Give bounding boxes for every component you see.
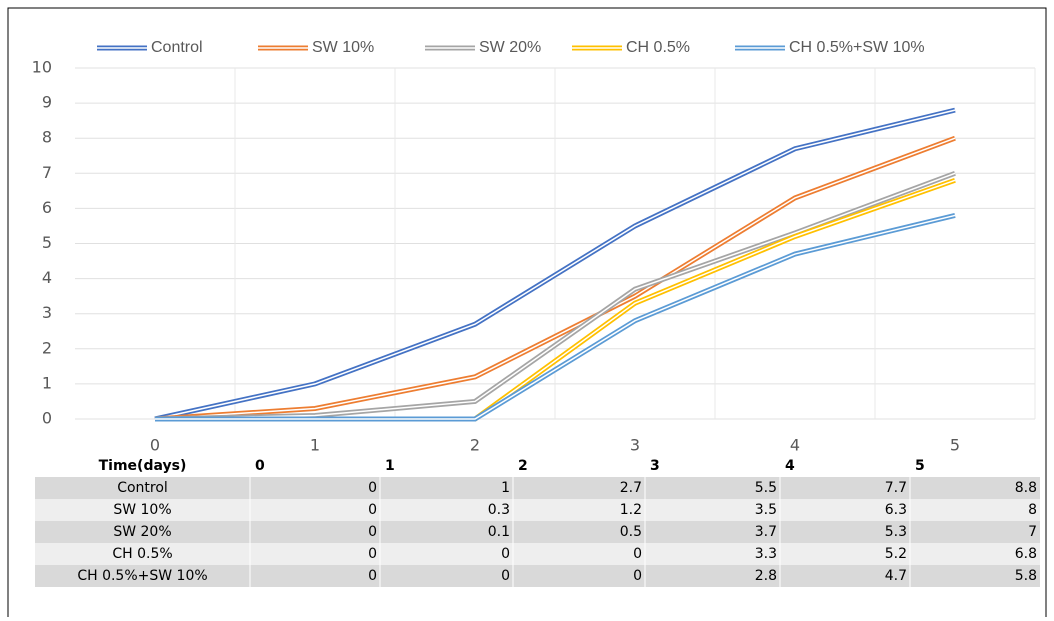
table-row-label: CH 0.5%+SW 10% xyxy=(77,568,207,584)
table-cell: 0 xyxy=(633,568,642,584)
table-cell: 0 xyxy=(368,546,377,562)
table-cell: 8 xyxy=(1028,502,1037,518)
table-cell: 3.5 xyxy=(755,502,777,518)
table-row xyxy=(35,543,1040,565)
table-row-label: Control xyxy=(117,480,168,496)
y-tick-label: 0 xyxy=(42,409,52,428)
table-cell: 1 xyxy=(501,480,510,496)
table-cell: 5.3 xyxy=(885,524,907,540)
table-cell: 0 xyxy=(501,568,510,584)
table-cell: 5.5 xyxy=(755,480,777,496)
series-line-inner xyxy=(154,137,956,420)
frame xyxy=(7,7,1047,617)
legend-label: SW 10% xyxy=(312,39,374,56)
table-row-label: SW 10% xyxy=(113,502,171,518)
x-tick-label: 0 xyxy=(150,436,160,455)
y-tick-label: 1 xyxy=(42,373,52,392)
y-tick-label: 8 xyxy=(42,128,52,147)
table-cell: 0 xyxy=(368,480,377,496)
table-row xyxy=(35,521,1040,543)
table-cell: 3.7 xyxy=(755,524,777,540)
y-tick-label: 2 xyxy=(42,338,52,357)
series-line-inner xyxy=(154,109,956,420)
table-cell: 0 xyxy=(633,546,642,562)
table-header-cell: 0 xyxy=(255,458,265,474)
table-cell: 1.2 xyxy=(620,502,642,518)
table-cell: 2.8 xyxy=(755,568,777,584)
legend-label: SW 20% xyxy=(479,39,541,56)
table-cell: 0.3 xyxy=(488,502,510,518)
series-line-inner xyxy=(154,172,956,420)
table-cell: 5.8 xyxy=(1015,568,1037,584)
y-tick-label: 10 xyxy=(32,58,52,77)
legend-label: CH 0.5%+SW 10% xyxy=(789,39,925,56)
x-tick-label: 5 xyxy=(950,436,960,455)
table-cell: 7 xyxy=(1028,524,1037,540)
y-tick-label: 6 xyxy=(42,198,52,217)
table-cell: 8.8 xyxy=(1015,480,1037,496)
table-row xyxy=(35,477,1040,499)
table-cell: 6.3 xyxy=(885,502,907,518)
table-cell: 6.8 xyxy=(1015,546,1037,562)
table-header-cell: 2 xyxy=(518,458,528,474)
table-cell: 0 xyxy=(368,568,377,584)
table-header-cell: 4 xyxy=(785,458,795,474)
table-cell: 0.5 xyxy=(620,524,642,540)
table-cell: 5.2 xyxy=(885,546,907,562)
y-tick-label: 9 xyxy=(42,93,52,112)
table-header-cell: 3 xyxy=(650,458,660,474)
table-row-label: CH 0.5% xyxy=(112,546,172,562)
x-tick-label: 4 xyxy=(790,436,800,455)
table-header-cell: 1 xyxy=(385,458,395,474)
series-line-inner xyxy=(155,214,956,420)
y-tick-label: 7 xyxy=(42,163,52,182)
table-cell: 2.7 xyxy=(620,480,642,496)
table-cell: 3.3 xyxy=(755,546,777,562)
legend-label: Control xyxy=(151,39,203,56)
table-row-label: SW 20% xyxy=(113,524,171,540)
table-row xyxy=(35,565,1040,587)
table-cell: 4.7 xyxy=(885,568,907,584)
x-tick-label: 3 xyxy=(630,436,640,455)
y-tick-label: 3 xyxy=(42,303,52,322)
legend-label: CH 0.5% xyxy=(626,39,690,56)
table-cell: 7.7 xyxy=(885,480,907,496)
x-tick-label: 1 xyxy=(310,436,320,455)
table-cell: 0 xyxy=(501,546,510,562)
table-cell: 0 xyxy=(368,524,377,540)
table-cell: 0 xyxy=(368,502,377,518)
table-row xyxy=(35,499,1040,521)
table-header-label: Time(days) xyxy=(99,458,187,474)
table-cell: 0.1 xyxy=(488,524,510,540)
y-tick-label: 4 xyxy=(42,268,52,287)
x-tick-label: 2 xyxy=(470,436,480,455)
table-header-cell: 5 xyxy=(915,458,925,474)
y-tick-label: 5 xyxy=(42,233,52,252)
